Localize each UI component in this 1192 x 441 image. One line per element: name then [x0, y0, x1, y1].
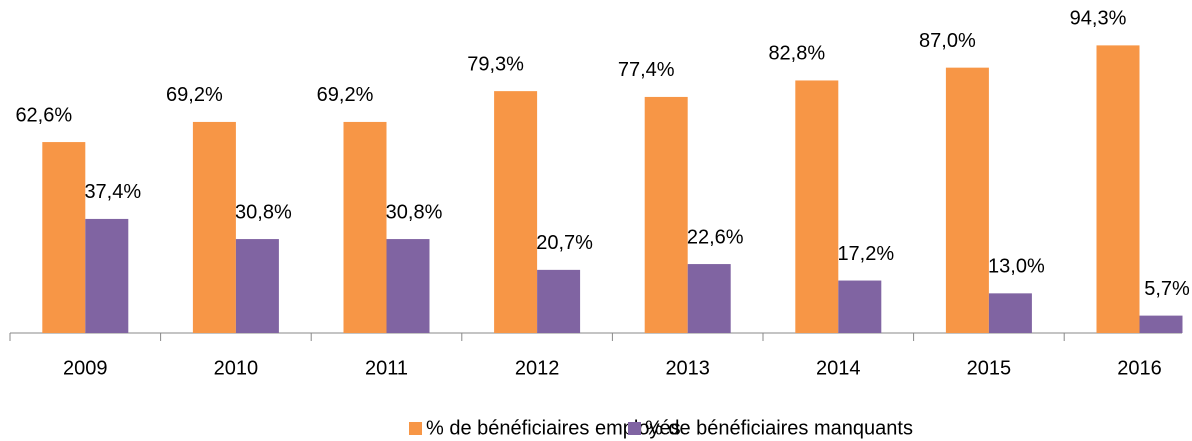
value-label: 87,0%	[919, 30, 976, 52]
value-label: 30,8%	[235, 201, 292, 223]
value-label: 20,7%	[536, 232, 593, 254]
bar	[42, 142, 86, 333]
bar	[1139, 315, 1183, 333]
value-label: 69,2%	[166, 84, 223, 106]
bar	[192, 121, 236, 333]
value-label: 22,6%	[687, 226, 744, 248]
value-label: 79,3%	[467, 53, 524, 75]
bar	[945, 67, 989, 334]
value-label: 5,7%	[1144, 278, 1190, 300]
value-label: 82,8%	[768, 43, 825, 65]
x-tick-label: 2009	[63, 357, 108, 379]
bar	[687, 264, 731, 333]
bar	[343, 121, 387, 333]
bar	[386, 239, 430, 333]
value-label: 30,8%	[386, 201, 443, 223]
x-tick-label: 2015	[967, 357, 1012, 379]
legend-swatch	[409, 422, 422, 435]
x-tick-label: 2016	[1117, 357, 1162, 379]
legend-swatch	[628, 422, 641, 435]
bar	[838, 280, 882, 333]
bar	[537, 269, 581, 333]
x-tick-label: 2014	[816, 357, 861, 379]
value-label: 17,2%	[837, 243, 894, 265]
legend-label: % de bénéficiaires manquants	[645, 417, 913, 439]
value-label: 94,3%	[1070, 8, 1127, 30]
x-tick-label: 2012	[515, 357, 560, 379]
bar	[1096, 45, 1140, 333]
bar	[795, 80, 839, 334]
value-label: 62,6%	[15, 104, 72, 126]
bar	[988, 293, 1032, 333]
value-label: 77,4%	[618, 59, 675, 81]
legend-label: % de bénéficiaires employés	[426, 417, 681, 439]
value-label: 37,4%	[84, 181, 141, 203]
x-tick-label: 2013	[665, 357, 710, 379]
value-label: 69,2%	[317, 84, 374, 106]
x-tick-label: 2010	[214, 357, 259, 379]
bar	[235, 239, 279, 333]
bar	[644, 96, 688, 334]
x-tick-label: 2011	[365, 357, 408, 379]
bar	[85, 218, 129, 333]
bar	[494, 91, 538, 333]
value-label: 13,0%	[988, 256, 1045, 278]
